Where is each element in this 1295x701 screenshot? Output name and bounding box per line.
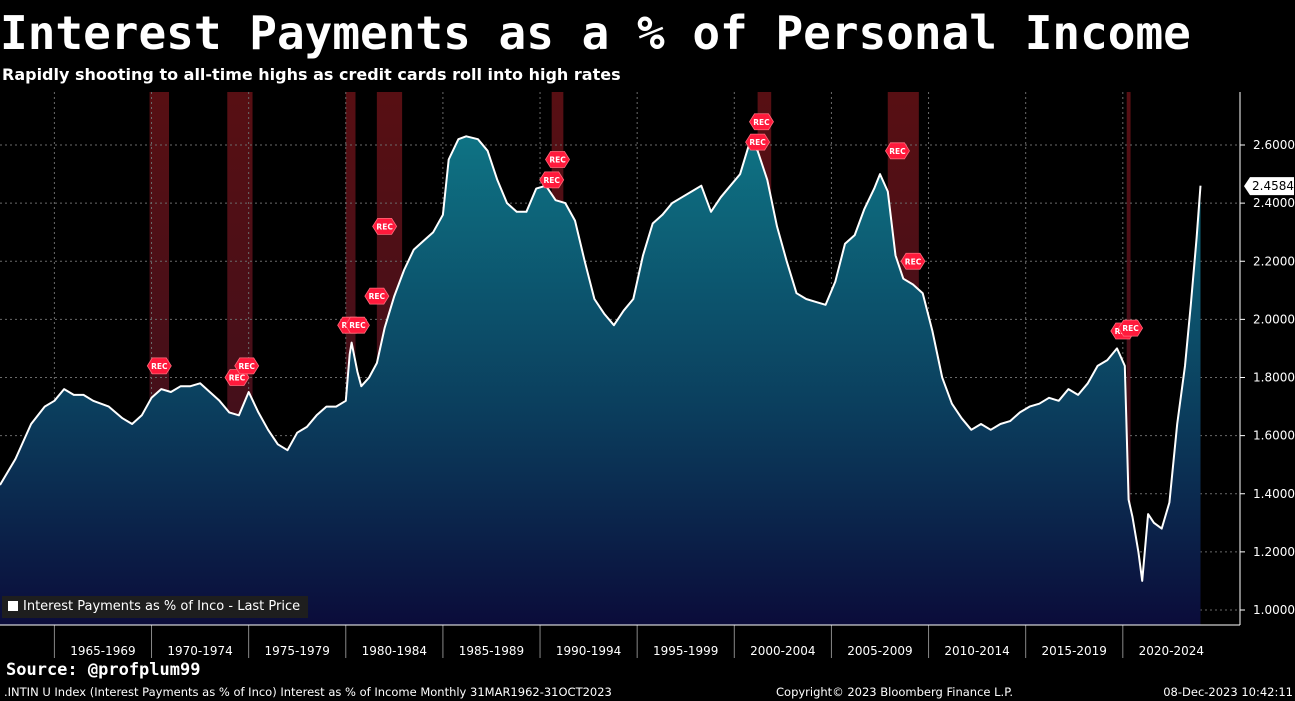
- rec-marker: REC: [885, 142, 910, 160]
- legend: Interest Payments as % of Inco - Last Pr…: [2, 596, 309, 618]
- rec-marker-label: REC: [151, 362, 168, 371]
- x-tick-label: 2000-2004: [750, 644, 815, 658]
- y-tick-label: 2.6000: [1253, 138, 1295, 152]
- rec-marker-label: REC: [905, 257, 922, 266]
- y-tick-label: 1.0000: [1253, 603, 1295, 617]
- x-tick-label: 1970-1974: [167, 644, 232, 658]
- y-tick-label: 1.4000: [1253, 487, 1295, 501]
- rec-marker-shape: [344, 316, 370, 334]
- y-tick-label: 2.2000: [1253, 254, 1295, 268]
- x-tick-label: 1965-1969: [70, 644, 135, 658]
- rec-marker-label: REC: [239, 362, 256, 371]
- rec-marker: REC: [364, 287, 390, 305]
- rec-marker-shape: [749, 113, 774, 131]
- rec-marker-shape: [146, 357, 172, 375]
- rec-marker-label: REC: [543, 176, 560, 185]
- rec-marker-shape: [545, 151, 570, 168]
- rec-marker-shape: [1118, 319, 1144, 337]
- x-tick-label: 1975-1979: [265, 644, 330, 658]
- x-tick-label: 1980-1984: [362, 644, 427, 658]
- rec-marker-label: REC: [749, 138, 766, 147]
- chart-subtitle: Rapidly shooting to all-time highs as cr…: [2, 65, 621, 84]
- rec-marker-shape: [364, 287, 390, 305]
- legend-label: Interest Payments as % of Inco - Last Pr…: [23, 599, 301, 614]
- chart-title: Interest Payments as a % of Personal Inc…: [0, 6, 1191, 60]
- legend-swatch: [8, 601, 18, 611]
- x-tick-label: 2010-2014: [944, 644, 1009, 658]
- rec-marker: REC: [234, 357, 260, 375]
- rec-marker-label: REC: [889, 147, 906, 156]
- x-tick-label: 2015-2019: [1042, 644, 1107, 658]
- y-tick-label: 2.0000: [1253, 312, 1295, 326]
- y-tick-label: 1.2000: [1253, 545, 1295, 559]
- footer-copyright: Copyright© 2023 Bloomberg Finance L.P.: [776, 685, 1013, 699]
- rec-marker-shape: [372, 217, 398, 235]
- last-value-label: 2.4584: [1252, 179, 1294, 193]
- x-tick-label: 2020-2024: [1139, 644, 1204, 658]
- rec-marker-label: REC: [369, 292, 386, 301]
- recession-markers: RECRECRECRECRECRECRECRECRECRECRECRECRECR…: [146, 113, 1144, 386]
- y-tick-label: 2.4000: [1253, 196, 1295, 210]
- rec-marker-shape: [234, 357, 260, 375]
- rec-marker: REC: [344, 316, 370, 334]
- rec-marker-shape: [900, 252, 926, 270]
- rec-marker: REC: [1118, 319, 1144, 337]
- recession-band: [1126, 92, 1131, 625]
- footer-index-info: .INTIN U Index (Interest Payments as % o…: [4, 685, 612, 699]
- rec-marker: REC: [372, 217, 398, 235]
- rec-marker-label: REC: [1122, 324, 1139, 333]
- rec-marker-label: REC: [753, 118, 770, 127]
- rec-marker: REC: [146, 357, 172, 375]
- rec-marker: REC: [749, 113, 774, 131]
- x-tick-label: 1985-1989: [459, 644, 524, 658]
- x-tick-label: 2005-2009: [847, 644, 912, 658]
- last-value-tag: 2.4584: [1244, 177, 1294, 196]
- rec-marker-label: REC: [549, 156, 566, 165]
- rec-marker-label: REC: [376, 222, 393, 231]
- source-label: Source: @profplum99: [6, 660, 201, 680]
- x-tick-label: 1990-1994: [556, 644, 621, 658]
- rec-marker-label: REC: [229, 374, 246, 383]
- y-tick-label: 1.6000: [1253, 429, 1295, 443]
- axes: 1.0000 1.2000 1.4000 1.6000 1.8000 2.0000 2.20…: [0, 92, 1295, 658]
- last-value-box: [1244, 177, 1294, 196]
- x-tick-label: 1995-1999: [653, 644, 718, 658]
- rec-marker-shape: [745, 133, 771, 151]
- rec-marker-shape: [539, 171, 565, 189]
- area-series: [0, 135, 1202, 626]
- series-line: [0, 135, 1202, 582]
- series-area: [0, 136, 1201, 626]
- rec-marker-label: REC: [349, 321, 366, 330]
- rec-marker: REC: [539, 171, 565, 189]
- y-tick-label: 1.8000: [1253, 371, 1295, 385]
- rec-marker-shape: [885, 142, 910, 160]
- rec-marker: REC: [545, 151, 570, 168]
- rec-marker: REC: [900, 252, 926, 270]
- rec-marker: REC: [745, 133, 771, 151]
- footer-timestamp: 08-Dec-2023 10:42:11: [1163, 685, 1293, 699]
